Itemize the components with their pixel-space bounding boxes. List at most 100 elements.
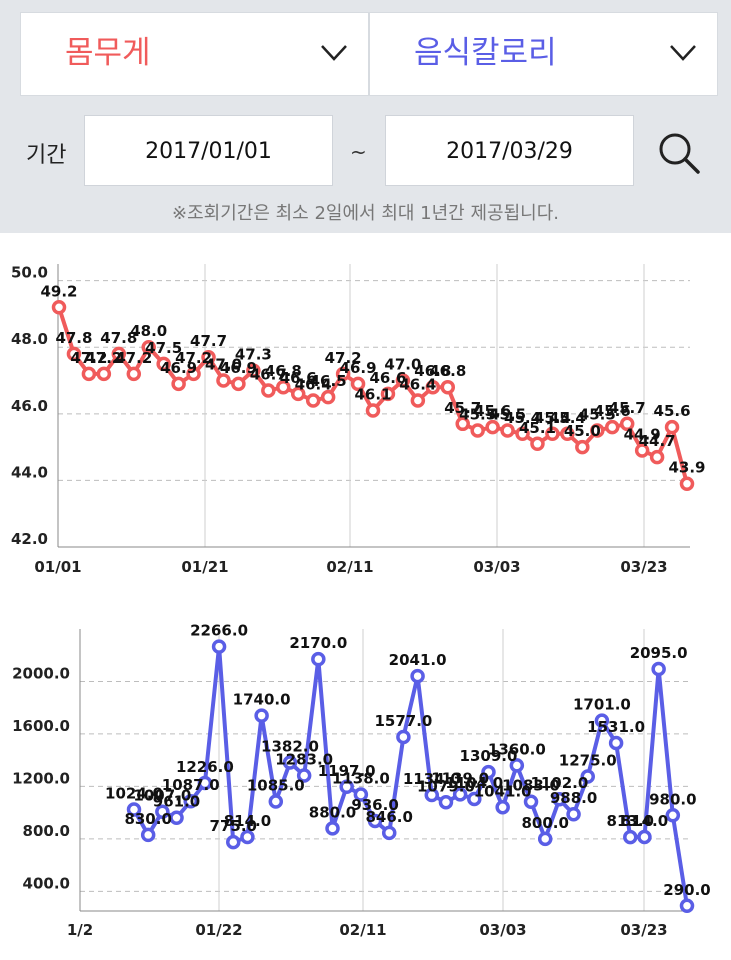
data-label: 290.0 [663,881,710,899]
data-label: 814.0 [224,812,271,830]
y-tick-label: 400.0 [23,874,70,892]
data-point [396,729,411,745]
data-point [276,379,291,395]
data-label: 1197.0 [318,762,376,780]
data-label: 1102.0 [530,774,588,792]
data-point [186,366,201,382]
data-point [580,769,595,784]
data-label: 1041.0 [474,782,532,800]
data-label: 47.5 [145,339,182,357]
data-label: 46.4 [295,376,332,394]
data-point [201,349,216,365]
data-label: 45.6 [654,402,691,420]
data-point [240,829,255,845]
metric-right-label: 음식칼로리 [414,35,557,71]
data-label: 47.3 [235,346,272,364]
data-label: 988.0 [550,789,597,807]
metric-left-label: 몸무게 [65,35,151,71]
data-label: 1382.0 [261,738,319,756]
data-point [470,423,485,438]
filter-panel: 몸무게 음식칼로리 기간 2017/01/01 ~ 2017/03/29 ※조회… [0,0,731,233]
y-tick-label: 800.0 [23,822,70,840]
data-point [634,443,650,458]
data-point [485,419,500,435]
data-label: 45.7 [609,399,646,417]
data-label: 1134.0 [403,770,461,788]
data-label: 47.7 [190,332,227,350]
data-label: 846.0 [366,808,413,826]
x-tick-label: 01/21 [181,558,228,576]
data-point [211,639,227,654]
data-label: 45.6 [594,402,631,420]
data-label: 1283.0 [275,751,333,769]
data-label: 46.9 [220,359,257,377]
end-date-field[interactable]: 2017/03/29 [385,115,634,186]
data-point [425,379,441,395]
data-point [481,764,496,780]
data-point [156,356,171,372]
data-label: 46.7 [250,366,287,384]
data-point [381,825,397,841]
data-point [171,376,186,392]
data-label: 46.9 [340,359,377,377]
data-point [515,426,530,442]
metric-right-dropdown[interactable]: 음식칼로리 [369,12,718,96]
x-tick-label: 03/23 [620,558,667,576]
data-label: 1007.0 [133,787,191,805]
data-point [367,813,383,829]
data-label: 1360.0 [488,740,546,758]
data-point [325,821,340,836]
data-label: 1138.0 [332,770,390,788]
y-tick-label: 50.0 [11,264,48,282]
data-label: 1275.0 [559,752,617,770]
data-point [81,366,97,382]
data-point [679,476,695,491]
calorie-chart: 400.0 800.0 1200.0 1600.0 2000.0 1/2 01/22 02/1… [12,622,711,939]
data-point [197,775,213,791]
data-label: 47.8 [55,329,92,347]
y-tick-label: 46.0 [11,397,48,415]
data-point [282,755,298,770]
data-point [51,300,67,315]
data-label: 45.0 [564,422,601,440]
data-point [365,403,381,418]
data-label: 46.6 [369,369,406,387]
data-point [335,366,351,382]
data-label: 1701.0 [573,696,631,714]
data-label: 46.1 [354,385,391,403]
data-point [467,791,482,807]
data-label: 1740.0 [233,691,291,709]
data-point [560,426,575,442]
data-label: 45.5 [489,405,526,423]
data-label: 800.0 [521,814,568,832]
data-point [452,787,468,802]
data-point [111,346,127,362]
metric-left-dropdown[interactable]: 몸무게 [20,12,369,96]
data-point [500,423,515,438]
data-label: 46.8 [429,362,466,380]
data-point [126,802,142,817]
series-line [132,644,689,907]
data-label: 1226.0 [176,758,234,776]
data-point [216,373,231,388]
data-point [380,386,396,402]
data-label: 45.6 [474,402,511,420]
y-tick-label: 48.0 [11,330,48,348]
data-point [305,393,321,408]
data-point [537,831,553,847]
search-icon[interactable] [656,130,702,176]
x-tick-label: 02/11 [326,558,373,576]
data-point [664,419,680,435]
data-point [455,416,470,432]
x-tick-label: 03/03 [479,921,526,939]
x-tick-label: 01/01 [34,558,81,576]
x-tick-label: 02/11 [339,921,386,939]
data-point [226,834,241,850]
start-date-field[interactable]: 2017/01/01 [84,115,333,186]
data-point [268,794,284,809]
data-point [523,794,539,809]
data-label: 47.2 [175,349,212,367]
data-point [509,758,525,773]
data-label: 961.0 [153,793,200,811]
data-label: 46.6 [280,369,317,387]
